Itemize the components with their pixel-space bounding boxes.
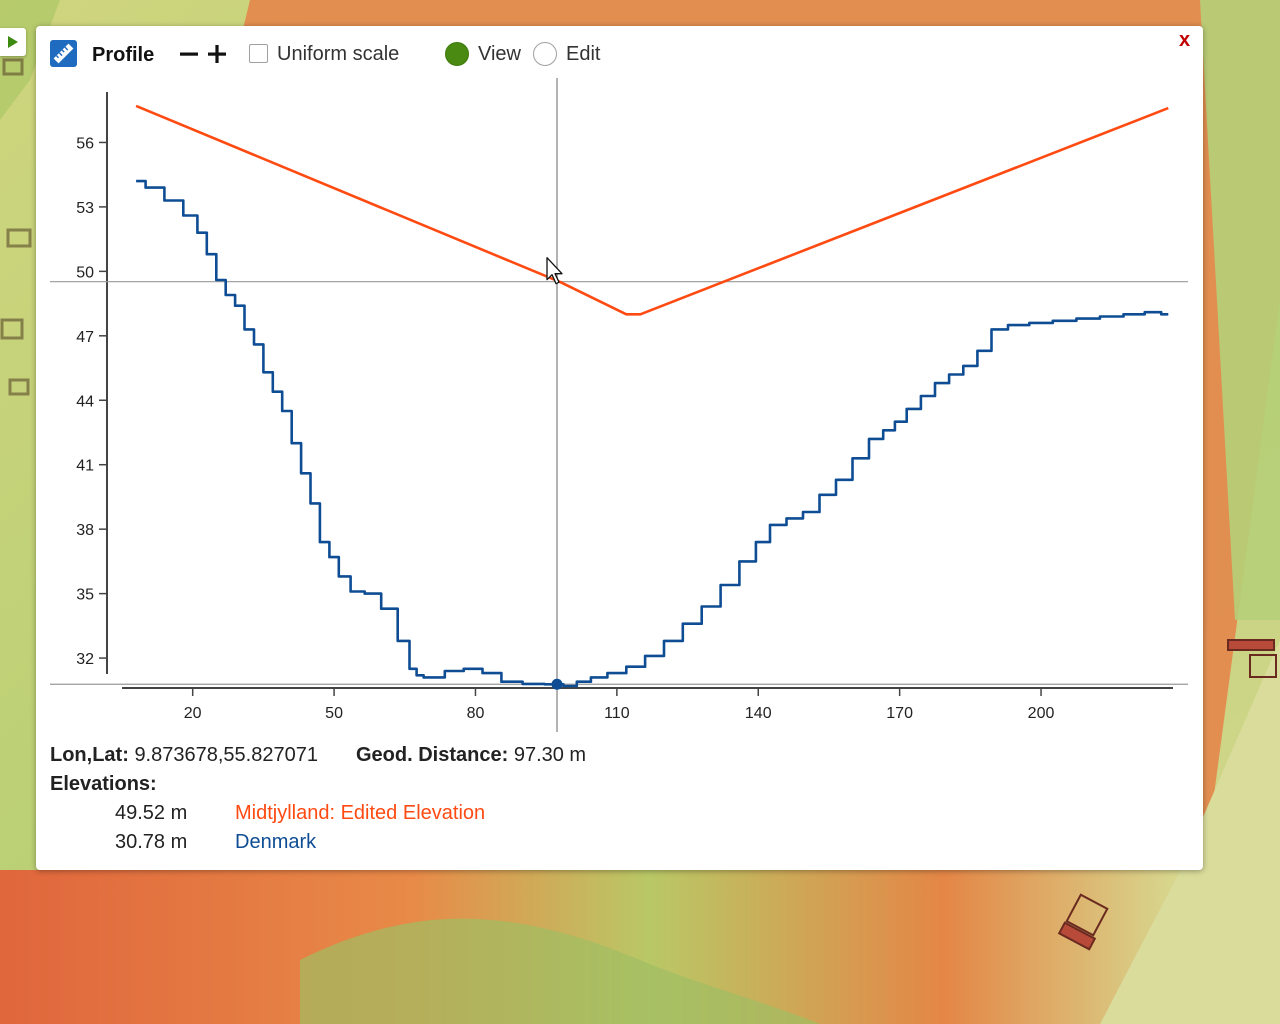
x-tick-label-6: 200 [1028,705,1055,722]
profile-title: Profile [92,44,155,66]
view-mode-label[interactable]: View [478,43,521,65]
elevations-heading: Elevations: [50,773,157,796]
zoom-in-button[interactable]: + [207,41,227,67]
elevation-profile-chart[interactable]: 32 35 38 41 44 47 50 53 56 20 50 80 110 140 170 200 [36,26,1203,736]
elevation-layer-name-0: Midtjylland: Edited Elevation [235,802,486,824]
minus-icon [180,52,198,56]
close-button[interactable]: x [1179,29,1191,51]
y-axis: 32 35 38 41 44 47 50 53 56 [76,92,108,674]
y-tick-label-2: 38 [76,522,94,539]
x-tick-label-4: 140 [745,705,772,722]
x-tick-label-3: 110 [604,705,630,722]
ruler-icon [50,40,77,67]
y-tick-label-1: 35 [76,587,94,604]
elevation-value-1: 30.78 m [115,831,188,853]
lonlat-value: 9.873678,55.827071 [134,744,318,766]
y-tick-label-3: 41 [76,458,94,475]
x-tick-label-5: 170 [886,705,913,722]
series-line-0 [135,104,1169,316]
y-tick-label-8: 56 [76,135,94,152]
uniform-scale-label[interactable]: Uniform scale [277,43,400,65]
coordinates-readout: Lon,Lat: 9.873678,55.827071 [50,744,318,767]
elevation-layer-name-1: Denmark [235,831,317,853]
elevation-value-0: 49.52 m [115,802,188,824]
plus-icon [208,45,226,63]
elevations-label: Elevations: [50,773,157,795]
distance-readout: Geod. Distance: 97.30 m [356,744,586,767]
profile-panel: Profile − + Uniform scale View Edit x 32… [36,26,1203,870]
mouse-pointer-icon [546,257,563,285]
zoom-out-button[interactable]: − [179,41,199,67]
y-tick-label-4: 44 [76,393,94,410]
y-tick-label-7: 53 [76,200,94,217]
x-tick-label-0: 20 [184,705,202,722]
y-tick-label-5: 47 [76,329,94,346]
y-tick-label-0: 32 [76,651,94,668]
x-axis: 20 50 80 110 140 170 200 [122,687,1173,722]
x-tick-label-1: 50 [325,705,343,722]
edit-mode-label[interactable]: Edit [566,43,601,65]
distance-value: 97.30 m [513,744,587,766]
series-layer [135,104,1169,690]
play-triangle-icon [8,36,18,48]
expand-panel-button[interactable] [0,28,26,56]
lonlat-label: Lon,Lat: [50,744,129,766]
x-tick-label-2: 80 [467,705,485,722]
view-mode-radio[interactable] [445,42,469,66]
edit-mode-radio[interactable] [533,42,557,66]
cursor-layer [546,257,563,285]
profile-toolbar: Profile − + Uniform scale View Edit x [36,26,1203,82]
y-tick-label-6: 50 [76,264,94,281]
distance-label: Geod. Distance: [356,744,509,766]
uniform-scale-checkbox[interactable] [249,44,268,63]
crosshair [50,78,1188,732]
crosshair-point-marker [551,678,563,690]
series-line-1 [136,179,1169,688]
